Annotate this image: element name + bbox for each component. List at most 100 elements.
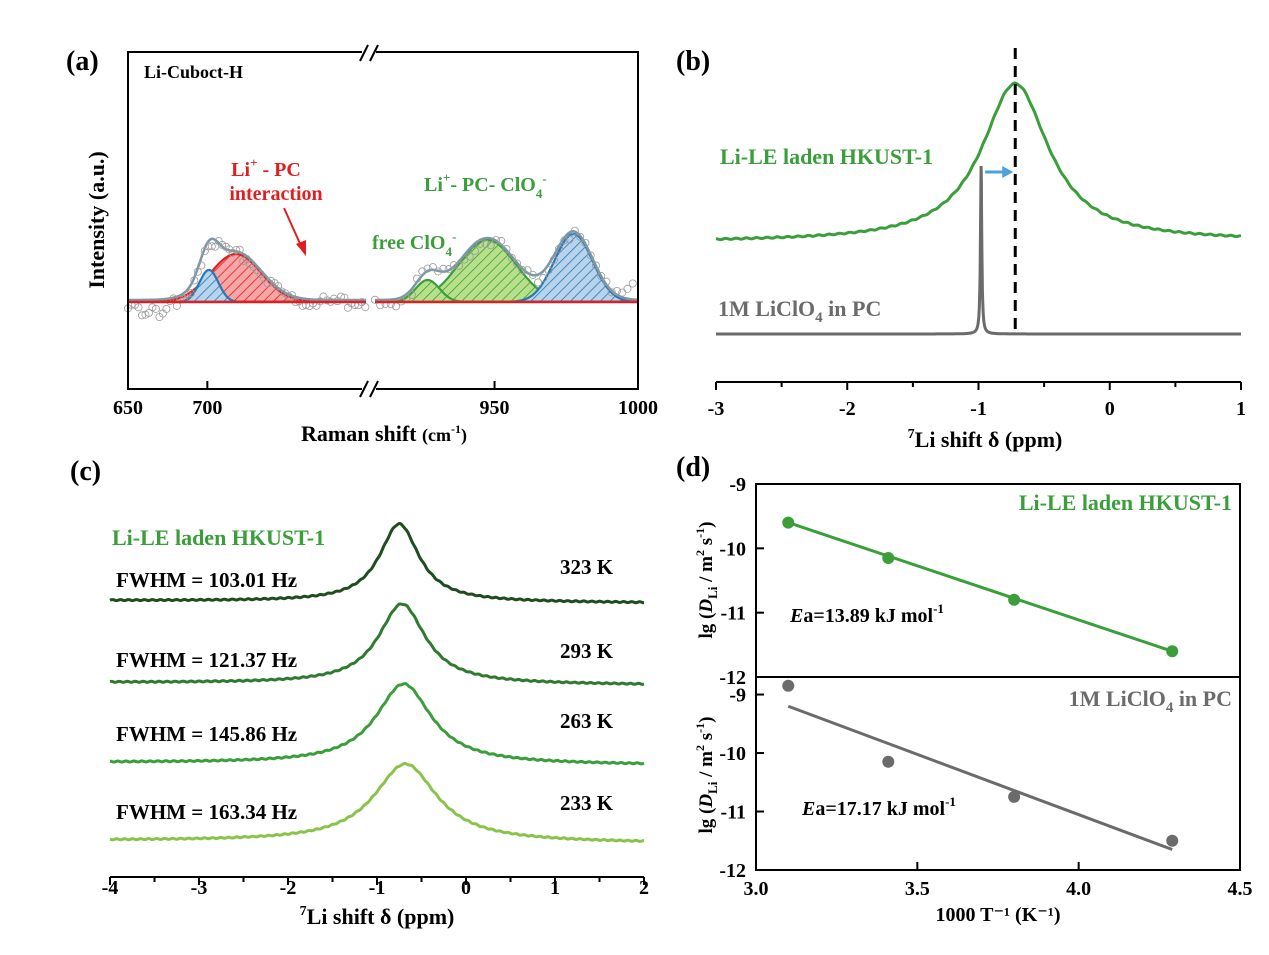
- raman-data-point: [423, 264, 432, 273]
- raman-data-point: [381, 299, 390, 308]
- panel-d-top-legend: Li-LE laden HKUST-1: [1019, 490, 1232, 515]
- ytick-label: -9: [729, 685, 746, 707]
- xtick-label: 4.5: [1228, 878, 1253, 900]
- xtick-label: 1000: [618, 397, 658, 419]
- li-pc-label-line1: Li+ - PC: [231, 155, 301, 181]
- raman-data-point: [544, 266, 553, 275]
- panel-c-xlabel: 7Li shift δ (ppm): [300, 904, 455, 929]
- xtick-label: -1: [369, 877, 386, 899]
- raman-data-point: [513, 259, 522, 268]
- free-clo4-label: free ClO4-: [372, 229, 456, 259]
- data-point: [782, 679, 795, 692]
- raman-data-point: [623, 284, 632, 293]
- panel-c-label: (c): [70, 456, 101, 487]
- raman-data-point: [539, 274, 548, 283]
- spectrum-293k: [109, 602, 645, 686]
- li-pc-label-line2: interaction: [229, 183, 322, 205]
- panel-c-legend: Li-LE laden HKUST-1: [112, 525, 325, 550]
- series-li-le-hkust1: [715, 81, 1242, 242]
- panel-d-xlabel: 1000 T⁻¹ (K⁻¹): [936, 904, 1061, 926]
- cluster-label: Li+- PC- ClO4-: [424, 170, 547, 201]
- li-pc-arrowhead: [296, 240, 306, 256]
- raman-data-point: [343, 303, 352, 312]
- data-point: [1008, 593, 1021, 606]
- panel-b-xticks: -3 -2 -1 0 1: [708, 382, 1246, 420]
- raman-data-point: [444, 265, 453, 274]
- temperature-label: 263 K: [560, 709, 614, 733]
- temperature-label: 323 K: [560, 555, 614, 579]
- xtick-label: -4: [102, 877, 119, 899]
- ytick-label: -12: [719, 667, 746, 689]
- raman-data-point: [434, 267, 443, 276]
- raman-data-point: [418, 267, 427, 276]
- li-pc-arrow-shaft: [283, 207, 303, 249]
- raman-data-point: [407, 290, 416, 299]
- ytick-label: -10: [719, 743, 746, 765]
- panel-b-label: (b): [676, 46, 710, 77]
- data-point: [1166, 645, 1179, 658]
- axis-break-mark: [359, 44, 369, 62]
- fitted-peak: [154, 252, 317, 303]
- panel-d-marks: [782, 516, 1179, 851]
- fwhm-label: FWHM = 121.37 Hz: [116, 648, 297, 672]
- raman-data-point: [565, 235, 574, 244]
- raman-data-point: [612, 286, 621, 295]
- raman-data-point: [176, 295, 185, 304]
- panel-a-ylabel: Intensity (a.u.): [84, 151, 109, 289]
- xtick-label: -3: [708, 398, 725, 420]
- raman-data-point: [586, 251, 595, 260]
- data-point: [782, 516, 795, 529]
- shift-arrowhead: [1002, 166, 1014, 178]
- temperature-label: 293 K: [560, 639, 614, 663]
- panel-d-top-ylabel: lg (DLi / m2 s-1): [693, 522, 720, 639]
- raman-data-point: [523, 266, 532, 275]
- raman-data-point: [518, 265, 527, 274]
- xtick-label: 0: [1105, 398, 1115, 420]
- raman-data-point: [449, 261, 458, 270]
- ytick-label: -11: [720, 603, 746, 625]
- raman-data-point: [361, 303, 370, 312]
- panel-a: (a) Li-Cuboct-H 650 700 950 1000 Raman shif…: [66, 44, 658, 446]
- data-point: [1008, 790, 1021, 803]
- raman-data-point: [288, 291, 297, 300]
- xtick-label: 1: [1236, 398, 1246, 420]
- raman-data-point: [486, 241, 495, 250]
- raman-data-point: [597, 272, 606, 281]
- raman-data-point: [581, 238, 590, 247]
- raman-data-point: [570, 226, 579, 235]
- raman-data-point: [628, 279, 637, 288]
- raman-data-point: [144, 308, 153, 317]
- data-point: [1166, 834, 1179, 847]
- panel-c: (c) Li-LE laden HKUST-1 FWHM = 103.01 Hz…: [70, 456, 649, 929]
- panel-a-xlabel: Raman shift (cm-1): [301, 421, 467, 446]
- panel-a-marks: [124, 226, 639, 322]
- raman-data-point: [284, 292, 293, 301]
- raman-data-point: [197, 261, 206, 270]
- xtick-label: -2: [839, 398, 856, 420]
- xtick-label: 3.5: [905, 878, 930, 900]
- raman-data-point: [235, 245, 244, 254]
- raman-data-point: [470, 247, 479, 256]
- panel-c-marks: FWHM = 103.01 Hz 323 K FWHM = 121.37 Hz 293…: [109, 522, 645, 843]
- xtick-label: 2: [639, 877, 649, 899]
- data-point: [882, 755, 895, 768]
- panel-a-xticks: 650 700 950 1000: [113, 381, 658, 419]
- raman-data-point: [591, 261, 600, 270]
- raman-data-point: [576, 232, 585, 241]
- raman-data-point: [602, 277, 611, 286]
- panel-d-bottom-ylabel: lg (DLi / m2 s-1): [693, 717, 720, 834]
- panel-d-label: (d): [676, 452, 710, 483]
- fwhm-label: FWHM = 103.01 Hz: [116, 568, 297, 592]
- data-point: [882, 551, 895, 564]
- raman-data-point: [439, 264, 448, 273]
- raman-data-point: [491, 236, 500, 245]
- xtick-label: 0: [461, 877, 471, 899]
- raman-data-point: [386, 300, 395, 309]
- xtick-label: 1: [550, 877, 560, 899]
- fitted-peak: [178, 268, 239, 303]
- panel-d-bottom-ea: Ea=17.17 kJ mol-1: [801, 794, 956, 820]
- xtick-label: 4.0: [1066, 878, 1091, 900]
- raman-data-point: [151, 304, 160, 313]
- raman-data-point: [186, 289, 195, 298]
